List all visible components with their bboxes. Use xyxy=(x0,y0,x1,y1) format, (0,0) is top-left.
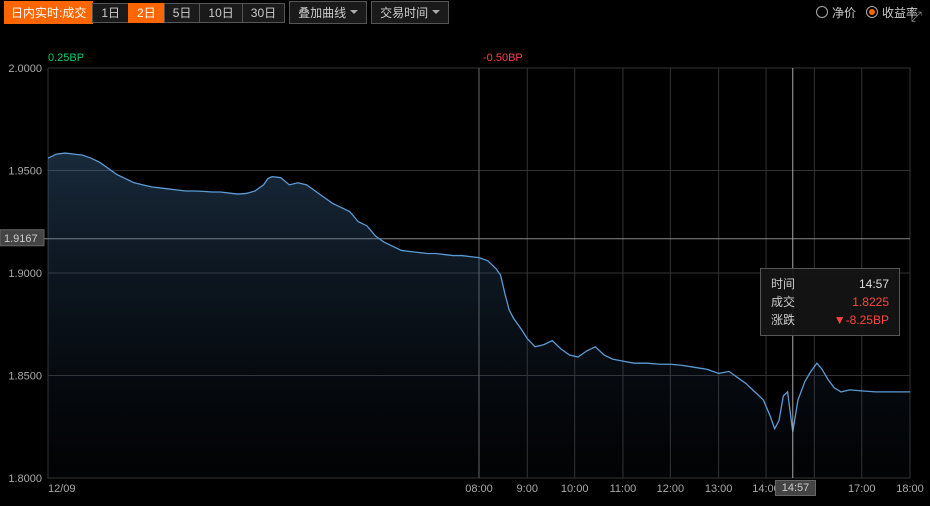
radio-icon xyxy=(816,6,828,18)
svg-text:08:00: 08:00 xyxy=(465,483,493,495)
mode-badge: 日内实时:成交 xyxy=(4,1,93,24)
period-tab[interactable]: 5日 xyxy=(164,3,201,23)
period-tab[interactable]: 30日 xyxy=(242,3,285,23)
period-tab[interactable]: 2日 xyxy=(128,3,165,23)
tooltip: 时间14:57成交1.8225涨跌▼-8.25BP xyxy=(760,268,900,336)
svg-text:17:00: 17:00 xyxy=(848,483,876,495)
svg-text:9:00: 9:00 xyxy=(517,483,538,495)
svg-text:1.8000: 1.8000 xyxy=(8,473,42,485)
overlay-dropdown-label: 叠加曲线 xyxy=(298,4,346,21)
trade-time-dropdown-label: 交易时间 xyxy=(380,4,428,21)
svg-text:1.8500: 1.8500 xyxy=(8,371,42,383)
svg-text:1.9167: 1.9167 xyxy=(4,233,38,245)
crosshair-x-label: 14:57 xyxy=(775,480,817,496)
tooltip-row: 成交1.8225 xyxy=(771,293,889,311)
trade-time-dropdown[interactable]: 交易时间 xyxy=(371,1,449,24)
toolbar-right: 净价 收益率 xyxy=(816,4,926,21)
svg-text:1.9000: 1.9000 xyxy=(8,268,42,280)
svg-text:12/09: 12/09 xyxy=(48,483,76,495)
svg-text:1.9500: 1.9500 xyxy=(8,166,42,178)
radio-netprice-label: 净价 xyxy=(832,4,856,21)
period-tab[interactable]: 10日 xyxy=(199,3,242,23)
svg-text:18:00: 18:00 xyxy=(896,483,924,495)
period-tab[interactable]: 1日 xyxy=(92,3,129,23)
chart-area[interactable]: 1.8000 1.8500 1.9000 1.9500 2.0000 12/09 08:00… xyxy=(0,48,930,506)
svg-text:13:00: 13:00 xyxy=(705,483,733,495)
svg-text:10:00: 10:00 xyxy=(561,483,589,495)
tooltip-row: 时间14:57 xyxy=(771,275,889,293)
svg-text:2.0000: 2.0000 xyxy=(8,63,42,75)
overlay-dropdown[interactable]: 叠加曲线 xyxy=(289,1,367,24)
caret-down-icon xyxy=(350,10,358,14)
tooltip-row: 涨跌▼-8.25BP xyxy=(771,311,889,329)
expand-icon[interactable]: ⤢ xyxy=(911,8,922,25)
caret-down-icon xyxy=(432,10,440,14)
svg-text:12:00: 12:00 xyxy=(657,483,685,495)
radio-icon xyxy=(866,6,878,18)
svg-text:11:00: 11:00 xyxy=(610,483,637,495)
radio-netprice[interactable]: 净价 xyxy=(816,4,856,21)
toolbar: 日内实时:成交 1日2日5日10日30日 叠加曲线 交易时间 净价 收益率 xyxy=(0,0,930,24)
